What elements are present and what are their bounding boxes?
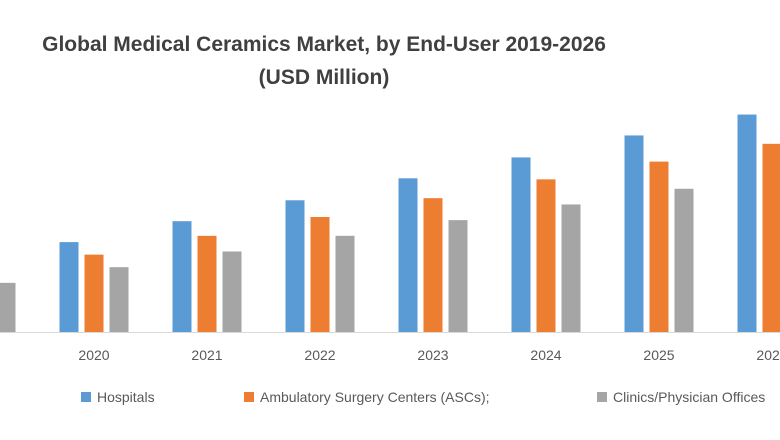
bar-ambulatory-surgery-centers-ascs-2025 <box>649 161 669 332</box>
bar-clinics-physician-offices-2023 <box>448 220 468 332</box>
bar-hospitals-2024 <box>511 157 531 332</box>
x-tick-label: 2024 <box>530 347 561 363</box>
x-tick-label: 2025 <box>643 347 674 363</box>
legend-label-hospitals: Hospitals <box>97 389 155 405</box>
x-tick-label: 2020 <box>78 347 109 363</box>
legend-label-ascs: Ambulatory Surgery Centers (ASCs); <box>260 389 490 405</box>
bar-ambulatory-surgery-centers-ascs-2021 <box>197 235 217 332</box>
bar-clinics-physician-offices-2019 <box>0 282 16 332</box>
chart-title: Global Medical Ceramics Market, by End-U… <box>42 33 606 56</box>
x-tick-label: 2026 <box>756 347 780 363</box>
legend-swatch-hospitals <box>81 392 91 402</box>
x-tick-label: 2022 <box>304 347 335 363</box>
bar-hospitals-2022 <box>285 200 305 332</box>
legend-label-clinics: Clinics/Physician Offices <box>613 389 766 405</box>
bar-ambulatory-surgery-centers-ascs-2023 <box>423 198 443 332</box>
legend-item-ascs: Ambulatory Surgery Centers (ASCs); <box>244 386 490 408</box>
x-tick-label: 2023 <box>417 347 448 363</box>
legend-swatch-clinics <box>597 392 607 402</box>
bar-ambulatory-surgery-centers-ascs-2026 <box>762 143 780 332</box>
bar-hospitals-2021 <box>172 221 192 332</box>
bar-clinics-physician-offices-2022 <box>335 235 355 332</box>
bar-clinics-physician-offices-2020 <box>109 267 129 332</box>
chart-subtitle: (USD Million) <box>258 66 390 89</box>
legend-item-hospitals: Hospitals <box>81 386 155 408</box>
bar-clinics-physician-offices-2021 <box>222 251 242 332</box>
bar-hospitals-2023 <box>398 178 418 332</box>
bar-hospitals-2020 <box>59 242 79 332</box>
bar-ambulatory-surgery-centers-ascs-2022 <box>310 217 330 332</box>
bar-hospitals-2026 <box>737 114 757 332</box>
bar-hospitals-2025 <box>624 135 644 332</box>
legend-item-clinics: Clinics/Physician Offices <box>597 386 765 408</box>
x-tick-label: 2021 <box>191 347 222 363</box>
bar-clinics-physician-offices-2025 <box>674 188 694 332</box>
bar-clinics-physician-offices-2024 <box>561 204 581 332</box>
bar-ambulatory-surgery-centers-ascs-2024 <box>536 179 556 332</box>
bar-ambulatory-surgery-centers-ascs-2020 <box>84 254 104 332</box>
legend-swatch-ascs <box>244 392 254 402</box>
